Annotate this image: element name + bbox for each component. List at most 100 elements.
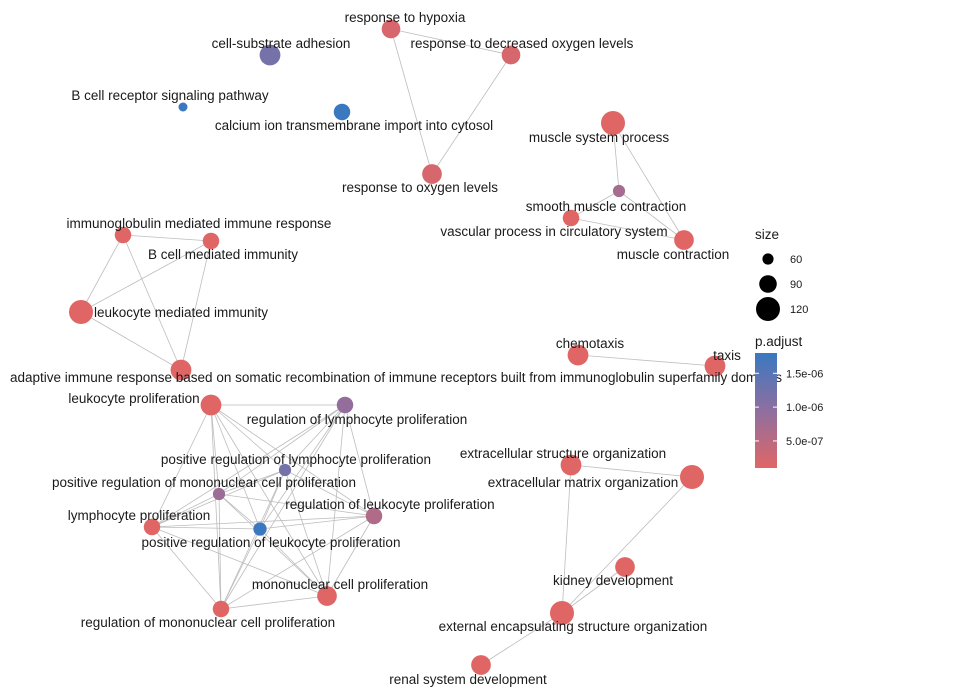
color-legend-title: p.adjust xyxy=(755,334,803,349)
size-legend-dot-60 xyxy=(762,253,774,265)
node-label-dec_oxygen: response to decreased oxygen levels xyxy=(411,36,634,51)
node-label-kidney: kidney development xyxy=(553,573,673,588)
edge-leuko_imm-adaptive xyxy=(80,311,182,371)
node-muscle_sys xyxy=(601,111,625,135)
node-cell_substrate xyxy=(259,44,281,66)
edge-reg_lymph-mono_prolif xyxy=(326,404,346,597)
node-label-adaptive: adaptive immune response based on somati… xyxy=(10,370,782,385)
edge-pos_reg_mono-reg_leuko xyxy=(218,493,375,517)
edge-smooth_muscle-muscle_contr xyxy=(618,190,685,241)
node-mono_prolif xyxy=(317,586,337,606)
size-legend-label-120: 120 xyxy=(790,304,808,316)
legend: size 60 90 120 p.adjust 1.5e-06 1.0e-06 5.0e… xyxy=(755,227,823,468)
edge-leuko_prolif-reg_leuko xyxy=(210,404,375,517)
edge-ext_encaps-kidney xyxy=(561,566,626,614)
edge-pos_reg_lymph-reg_mono xyxy=(220,469,286,610)
edge-reg_leuko-pos_reg_leuko xyxy=(259,515,375,530)
node-label-pos_reg_lymph: positive regulation of lymphocyte prolif… xyxy=(161,452,431,467)
edge-vascular-muscle_contr xyxy=(570,217,685,241)
edge-dec_oxygen-oxygen xyxy=(431,54,512,175)
node-label-cell_substrate: cell-substrate adhesion xyxy=(212,36,351,51)
node-label-pos_reg_mono: positive regulation of mononuclear cell … xyxy=(52,475,356,490)
edge-bcell_imm-adaptive xyxy=(180,240,212,371)
size-legend-dot-90 xyxy=(759,275,777,293)
node-label-leuko_prolif: leukocyte proliferation xyxy=(68,391,199,406)
node-reg_mono xyxy=(212,600,230,618)
node-label-muscle_contr: muscle contraction xyxy=(617,247,730,262)
edge-leuko_prolif-lymph_prolif xyxy=(151,404,212,528)
edge-ig_immune-bcell_imm xyxy=(122,234,212,242)
node-dec_oxygen xyxy=(501,45,521,65)
edge-pos_reg_lymph-reg_leuko xyxy=(284,469,375,517)
size-legend-label-60: 60 xyxy=(790,254,802,266)
edge-reg_lymph-lymph_prolif xyxy=(151,404,346,528)
node-label-chemotaxis: chemotaxis xyxy=(556,336,625,351)
edge-reg_leuko-lymph_prolif xyxy=(151,515,375,528)
node-ecm_struct xyxy=(560,454,582,476)
edge-lymph_prolif-reg_mono xyxy=(151,526,222,610)
edge-lymph_prolif-pos_reg_leuko xyxy=(151,526,261,530)
node-ext_encaps xyxy=(550,601,574,625)
edge-pos_reg_leuko-mono_prolif xyxy=(259,528,328,597)
edge-reg_lymph-reg_leuko xyxy=(344,404,375,517)
node-label-hypoxia: response to hypoxia xyxy=(345,10,466,25)
edge-pos_reg_mono-reg_mono xyxy=(218,493,222,610)
node-pos_reg_lymph xyxy=(278,463,292,477)
edge-reg_leuko-mono_prolif xyxy=(326,515,375,597)
node-label-leuko_imm: leukocyte mediated immunity xyxy=(94,305,268,320)
node-leuko_imm xyxy=(69,300,93,324)
edge-pos_reg_mono-mono_prolif xyxy=(218,493,328,597)
edge-pos_reg_mono-pos_reg_leuko xyxy=(218,493,261,530)
edge-muscle_sys-muscle_contr xyxy=(612,122,685,241)
edge-reg_leuko-reg_mono xyxy=(220,515,375,610)
node-vascular xyxy=(562,209,580,227)
size-legend-items: 60 90 120 xyxy=(756,253,808,321)
color-legend-label-1: 1.0e-06 xyxy=(786,402,823,414)
node-label-bcell_imm: B cell mediated immunity xyxy=(148,247,298,262)
edge-ig_immune-adaptive xyxy=(122,234,182,371)
edge-leuko_prolif-reg_mono xyxy=(210,404,222,610)
edge-pos_reg_lymph-mono_prolif xyxy=(284,469,328,597)
node-ecm_matrix xyxy=(680,465,704,489)
edge-mono_prolif-reg_mono xyxy=(220,595,328,610)
node-label-lymph_prolif: lymphocyte proliferation xyxy=(68,508,211,523)
node-oxygen xyxy=(422,164,442,184)
edge-leuko_prolif-mono_prolif xyxy=(210,404,328,597)
label-layer: response to hypoxia response to decreased… xyxy=(10,10,782,687)
color-legend-ticks: 1.5e-06 1.0e-06 5.0e-07 xyxy=(755,368,823,448)
node-label-vascular: vascular process in circulatory system xyxy=(440,224,667,239)
node-ig_immune xyxy=(114,226,132,244)
node-label-calcium: calcium ion transmembrane import into cy… xyxy=(215,118,493,133)
node-label-reg_mono: regulation of mononuclear cell prolifera… xyxy=(81,615,335,630)
node-bcell_imm xyxy=(202,232,220,250)
edge-leuko_prolif-pos_reg_mono xyxy=(210,404,220,495)
node-label-taxis: taxis xyxy=(713,348,741,363)
node-label-oxygen: response to oxygen levels xyxy=(342,180,498,195)
node-label-renal: renal system development xyxy=(389,672,547,687)
node-label-reg_leuko: regulation of leukocyte proliferation xyxy=(285,497,494,512)
node-lymph_prolif xyxy=(143,518,161,536)
node-reg_leuko xyxy=(365,507,383,525)
edge-chemotaxis-taxis xyxy=(577,354,716,367)
color-legend-bar xyxy=(755,353,777,468)
edge-bcell_imm-leuko_imm xyxy=(80,240,212,313)
node-label-ecm_matrix: extracellular matrix organization xyxy=(488,475,679,490)
node-taxis xyxy=(704,355,726,377)
edge-reg_lymph-pos_reg_leuko xyxy=(259,404,346,530)
edge-ig_immune-leuko_imm xyxy=(80,234,124,313)
node-label-bcr: B cell receptor signaling pathway xyxy=(71,88,269,103)
node-muscle_contr xyxy=(674,230,694,250)
node-smooth_muscle xyxy=(612,184,626,198)
node-label-ig_immune: immunoglobulin mediated immune response xyxy=(67,216,332,231)
node-label-muscle_sys: muscle system process xyxy=(529,130,670,145)
node-pos_reg_mono xyxy=(212,487,226,501)
size-legend-label-90: 90 xyxy=(790,279,802,291)
node-reg_lymph xyxy=(336,396,354,414)
edge-pos_reg_lymph-pos_reg_mono xyxy=(218,469,286,495)
node-pos_reg_leuko xyxy=(253,522,267,536)
node-layer xyxy=(69,19,726,675)
size-legend-title: size xyxy=(755,227,779,242)
edge-layer xyxy=(80,28,716,666)
edge-smooth_muscle-vascular xyxy=(570,190,620,219)
